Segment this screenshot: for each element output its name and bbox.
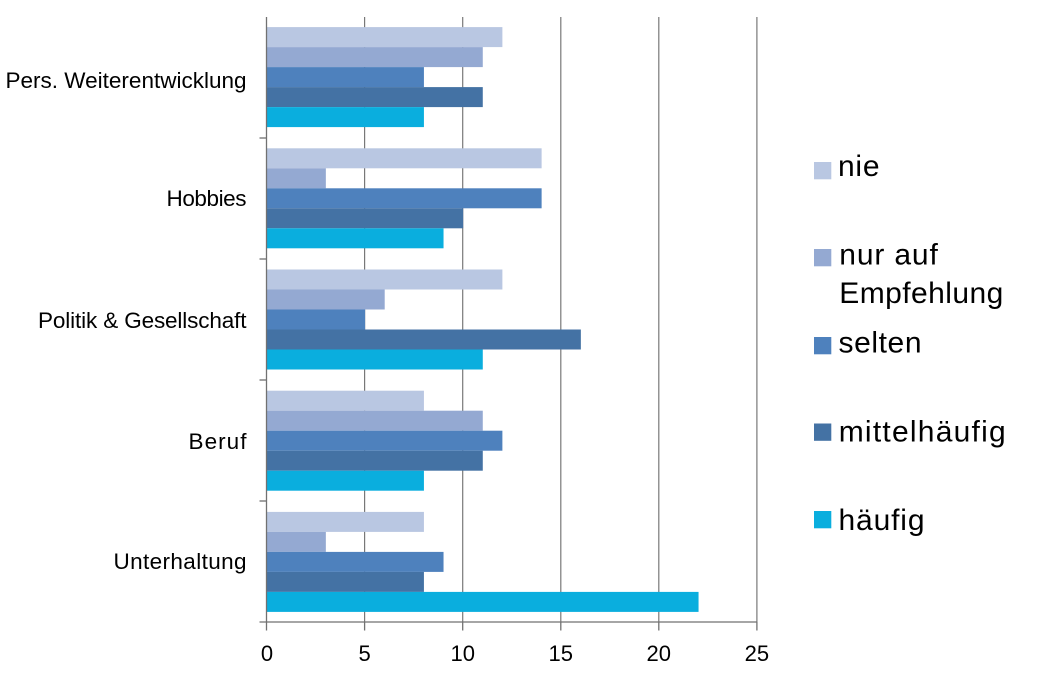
svg-text:5: 5	[358, 641, 370, 666]
svg-text:nur auf: nur auf	[839, 239, 938, 272]
svg-text:Unterhaltung: Unterhaltung	[114, 549, 247, 574]
svg-text:Empfehlung: Empfehlung	[839, 277, 1003, 310]
svg-text:10: 10	[450, 641, 474, 666]
svg-text:Beruf: Beruf	[189, 429, 248, 454]
svg-text:25: 25	[745, 641, 769, 666]
svg-text:20: 20	[647, 641, 671, 666]
svg-text:mittelhäufig: mittelhäufig	[839, 415, 1006, 448]
svg-text:selten: selten	[839, 326, 922, 359]
svg-text:0: 0	[261, 641, 273, 666]
svg-text:Pers. Weiterentwicklung: Pers. Weiterentwicklung	[6, 68, 247, 93]
svg-text:15: 15	[549, 641, 573, 666]
svg-text:Hobbies: Hobbies	[167, 186, 247, 211]
svg-text:nie: nie	[838, 150, 880, 183]
svg-text:Politik & Gesellschaft: Politik & Gesellschaft	[38, 308, 247, 333]
svg-text:häufig: häufig	[839, 504, 925, 537]
